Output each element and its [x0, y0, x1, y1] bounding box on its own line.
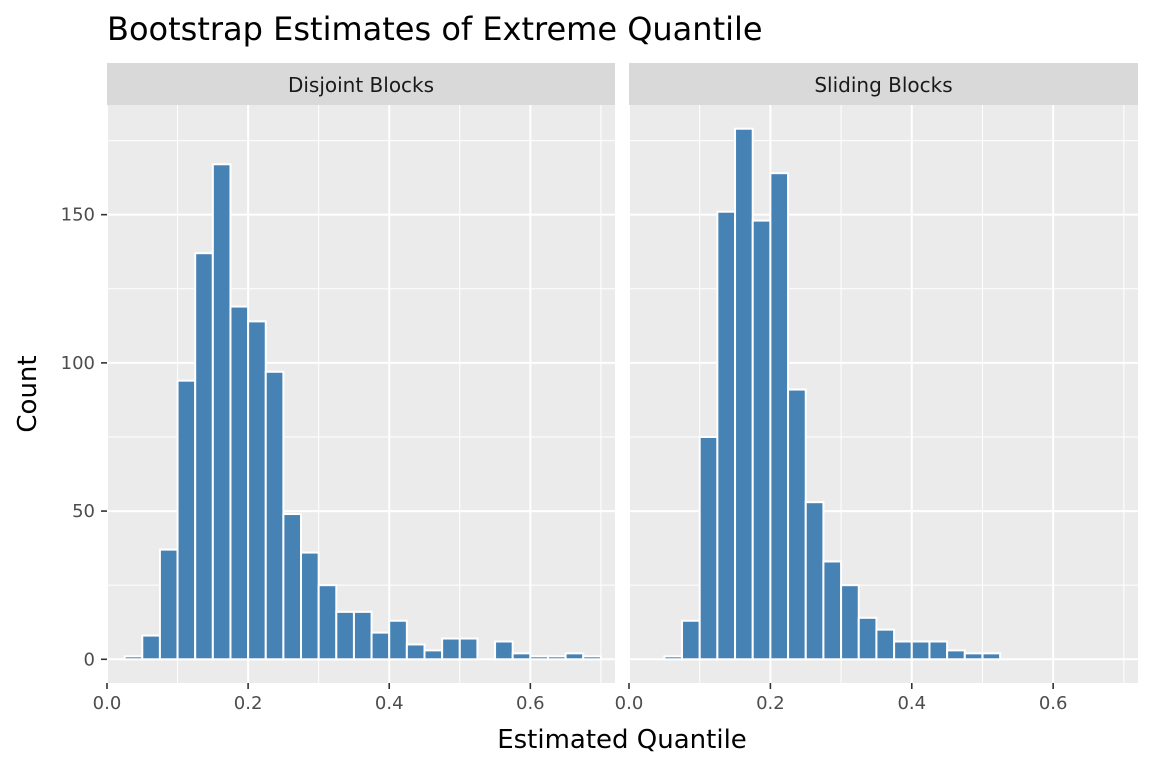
bar-sliding-9 — [804, 501, 825, 661]
bars-layer — [123, 127, 1002, 661]
bar-sliding-19 — [981, 652, 1002, 661]
bar-sliding-14 — [893, 640, 913, 661]
bar-disjoint-23 — [529, 655, 549, 661]
bar-disjoint-8 — [264, 370, 285, 661]
bar-sliding-15 — [910, 640, 931, 661]
bar-disjoint-22 — [511, 652, 532, 661]
bar-disjoint-6 — [229, 305, 250, 661]
bar-disjoint-25 — [564, 652, 585, 661]
bar-sliding-6 — [751, 219, 772, 661]
x-tick-label-sliding-1: 0.2 — [756, 693, 785, 714]
strip-disjoint — [107, 63, 615, 105]
bar-sliding-8 — [787, 388, 807, 661]
bar-disjoint-21 — [494, 640, 514, 661]
strip-sliding — [629, 63, 1138, 105]
bar-disjoint-13 — [352, 610, 373, 661]
bar-sliding-7 — [769, 172, 790, 661]
bar-disjoint-24 — [546, 655, 567, 661]
bar-sliding-13 — [875, 628, 896, 661]
bar-sliding-4 — [716, 210, 737, 661]
x-tick-label-disjoint-3: 0.6 — [516, 693, 545, 714]
bar-disjoint-1 — [141, 634, 161, 661]
bar-disjoint-11 — [317, 584, 338, 661]
strip-label-disjoint: Disjoint Blocks — [288, 73, 434, 97]
bar-disjoint-0 — [123, 655, 144, 661]
x-tick-label-disjoint-1: 0.2 — [234, 693, 263, 714]
bar-sliding-5 — [734, 127, 754, 661]
axes-layer: 0.0 0.2 0.4 0.6 0.0 0.2 0.4 0.6 0 50 100 150 — [61, 205, 1068, 714]
y-tick-label-1: 50 — [72, 501, 95, 522]
bar-sliding-2 — [681, 619, 701, 661]
bar-sliding-11 — [840, 584, 860, 661]
bar-disjoint-17 — [423, 649, 444, 661]
bar-disjoint-3 — [176, 379, 197, 661]
bar-sliding-16 — [928, 640, 949, 661]
bar-sliding-1 — [663, 655, 684, 661]
strip-label-sliding: Sliding Blocks — [814, 73, 952, 97]
bar-sliding-12 — [857, 616, 878, 661]
bar-disjoint-5 — [211, 163, 232, 661]
bar-disjoint-19 — [458, 637, 479, 661]
bar-sliding-3 — [698, 435, 719, 661]
chart-title: Bootstrap Estimates of Extreme Quantile — [107, 10, 763, 48]
x-tick-label-sliding-0: 0.0 — [615, 693, 644, 714]
bar-sliding-10 — [822, 560, 843, 661]
bar-disjoint-14 — [370, 631, 391, 661]
y-tick-label-3: 150 — [61, 205, 95, 226]
x-tick-label-disjoint-0: 0.0 — [93, 693, 122, 714]
bar-sliding-18 — [963, 652, 984, 661]
y-axis-title: Count — [13, 355, 43, 432]
bar-disjoint-18 — [441, 637, 461, 661]
x-tick-label-sliding-2: 0.4 — [897, 693, 926, 714]
bar-disjoint-10 — [300, 551, 320, 661]
bar-disjoint-4 — [194, 252, 214, 661]
bar-disjoint-16 — [405, 643, 426, 661]
grid-layer — [106, 105, 1138, 683]
y-tick-label-2: 100 — [61, 353, 95, 374]
x-tick-label-sliding-3: 0.6 — [1039, 693, 1068, 714]
y-tick-label-0: 0 — [84, 649, 95, 670]
bar-disjoint-7 — [247, 320, 267, 661]
x-tick-label-disjoint-2: 0.4 — [375, 693, 404, 714]
bar-disjoint-26 — [582, 655, 602, 661]
x-axis-title: Estimated Quantile — [497, 725, 747, 755]
bar-sliding-17 — [946, 649, 966, 661]
bar-disjoint-2 — [158, 548, 179, 661]
bar-disjoint-12 — [335, 610, 355, 661]
bar-disjoint-9 — [282, 513, 303, 661]
bar-disjoint-15 — [388, 619, 408, 661]
